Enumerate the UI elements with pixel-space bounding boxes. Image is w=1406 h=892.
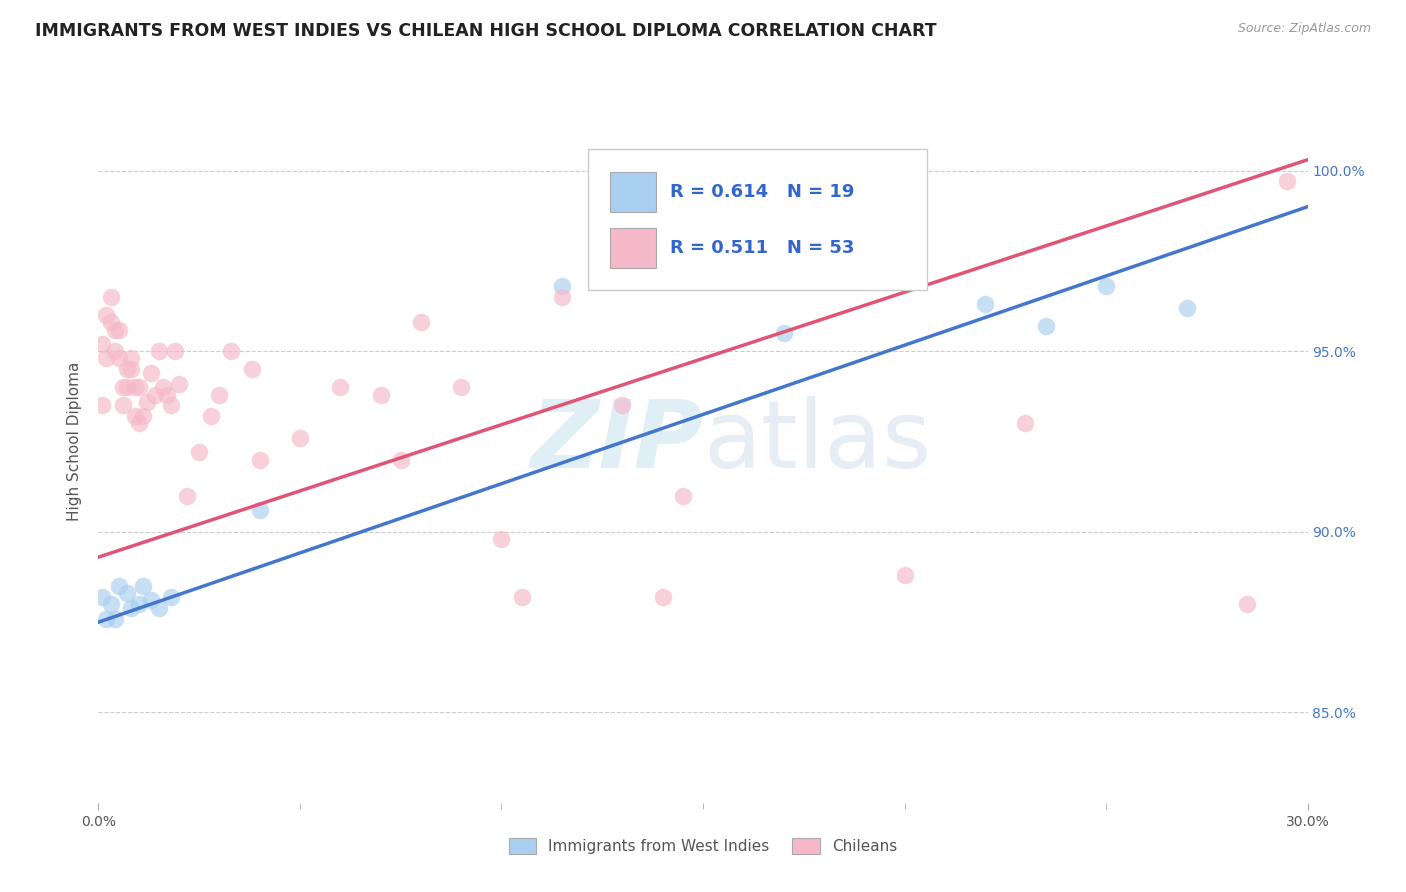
Point	[132, 579, 155, 593]
Point	[1236, 597, 1258, 611]
Point	[120, 362, 142, 376]
Text: IMMIGRANTS FROM WEST INDIES VS CHILEAN HIGH SCHOOL DIPLOMA CORRELATION CHART: IMMIGRANTS FROM WEST INDIES VS CHILEAN H…	[35, 22, 936, 40]
Point	[450, 380, 472, 394]
Point	[288, 431, 311, 445]
Point	[167, 376, 190, 391]
Point	[91, 398, 114, 412]
Legend: Immigrants from West Indies, Chileans: Immigrants from West Indies, Chileans	[502, 832, 904, 860]
Point	[163, 344, 186, 359]
Bar	[610, 228, 655, 268]
Point	[329, 380, 352, 394]
Point	[103, 322, 125, 336]
Point	[120, 600, 142, 615]
Point	[107, 579, 129, 593]
Point	[221, 344, 243, 359]
Point	[91, 337, 114, 351]
Point	[1175, 301, 1198, 315]
Point	[124, 409, 146, 424]
Point	[128, 380, 150, 394]
Point	[409, 315, 432, 329]
Point	[1277, 174, 1299, 188]
Point	[96, 611, 118, 625]
Point	[100, 597, 122, 611]
Point	[370, 387, 392, 401]
Point	[103, 611, 125, 625]
Bar	[610, 172, 655, 211]
Point	[115, 586, 138, 600]
Point	[491, 532, 513, 546]
Point	[132, 409, 155, 424]
Point	[551, 279, 574, 293]
Point	[107, 322, 129, 336]
Text: R = 0.614   N = 19: R = 0.614 N = 19	[671, 183, 855, 201]
Point	[1035, 318, 1057, 333]
Point	[893, 568, 915, 582]
Point	[974, 297, 997, 311]
Point	[135, 394, 157, 409]
Text: atlas: atlas	[703, 395, 931, 488]
Point	[772, 326, 794, 340]
Point	[96, 308, 118, 322]
FancyBboxPatch shape	[588, 149, 927, 290]
Point	[115, 380, 138, 394]
Point	[111, 398, 134, 412]
Y-axis label: High School Diploma: High School Diploma	[67, 362, 83, 521]
Point	[96, 351, 118, 366]
Point	[152, 380, 174, 394]
Point	[176, 489, 198, 503]
Point	[1095, 279, 1118, 293]
Point	[100, 315, 122, 329]
Point	[100, 290, 122, 304]
Text: R = 0.511   N = 53: R = 0.511 N = 53	[671, 239, 855, 257]
Point	[139, 593, 162, 607]
Point	[1014, 417, 1036, 431]
Point	[91, 590, 114, 604]
Point	[120, 351, 142, 366]
Point	[651, 590, 673, 604]
Point	[103, 344, 125, 359]
Point	[124, 380, 146, 394]
Point	[672, 489, 695, 503]
Point	[188, 445, 211, 459]
Point	[551, 290, 574, 304]
Point	[128, 597, 150, 611]
Point	[148, 600, 170, 615]
Point	[143, 387, 166, 401]
Point	[160, 398, 183, 412]
Point	[107, 351, 129, 366]
Point	[115, 362, 138, 376]
Text: ZIP: ZIP	[530, 395, 703, 488]
Point	[249, 452, 271, 467]
Point	[249, 503, 271, 517]
Point	[160, 590, 183, 604]
Point	[148, 344, 170, 359]
Point	[510, 590, 533, 604]
Point	[389, 452, 412, 467]
Point	[208, 387, 231, 401]
Text: Source: ZipAtlas.com: Source: ZipAtlas.com	[1237, 22, 1371, 36]
Point	[139, 366, 162, 380]
Point	[128, 417, 150, 431]
Point	[612, 398, 634, 412]
Point	[111, 380, 134, 394]
Point	[240, 362, 263, 376]
Point	[200, 409, 222, 424]
Point	[156, 387, 179, 401]
